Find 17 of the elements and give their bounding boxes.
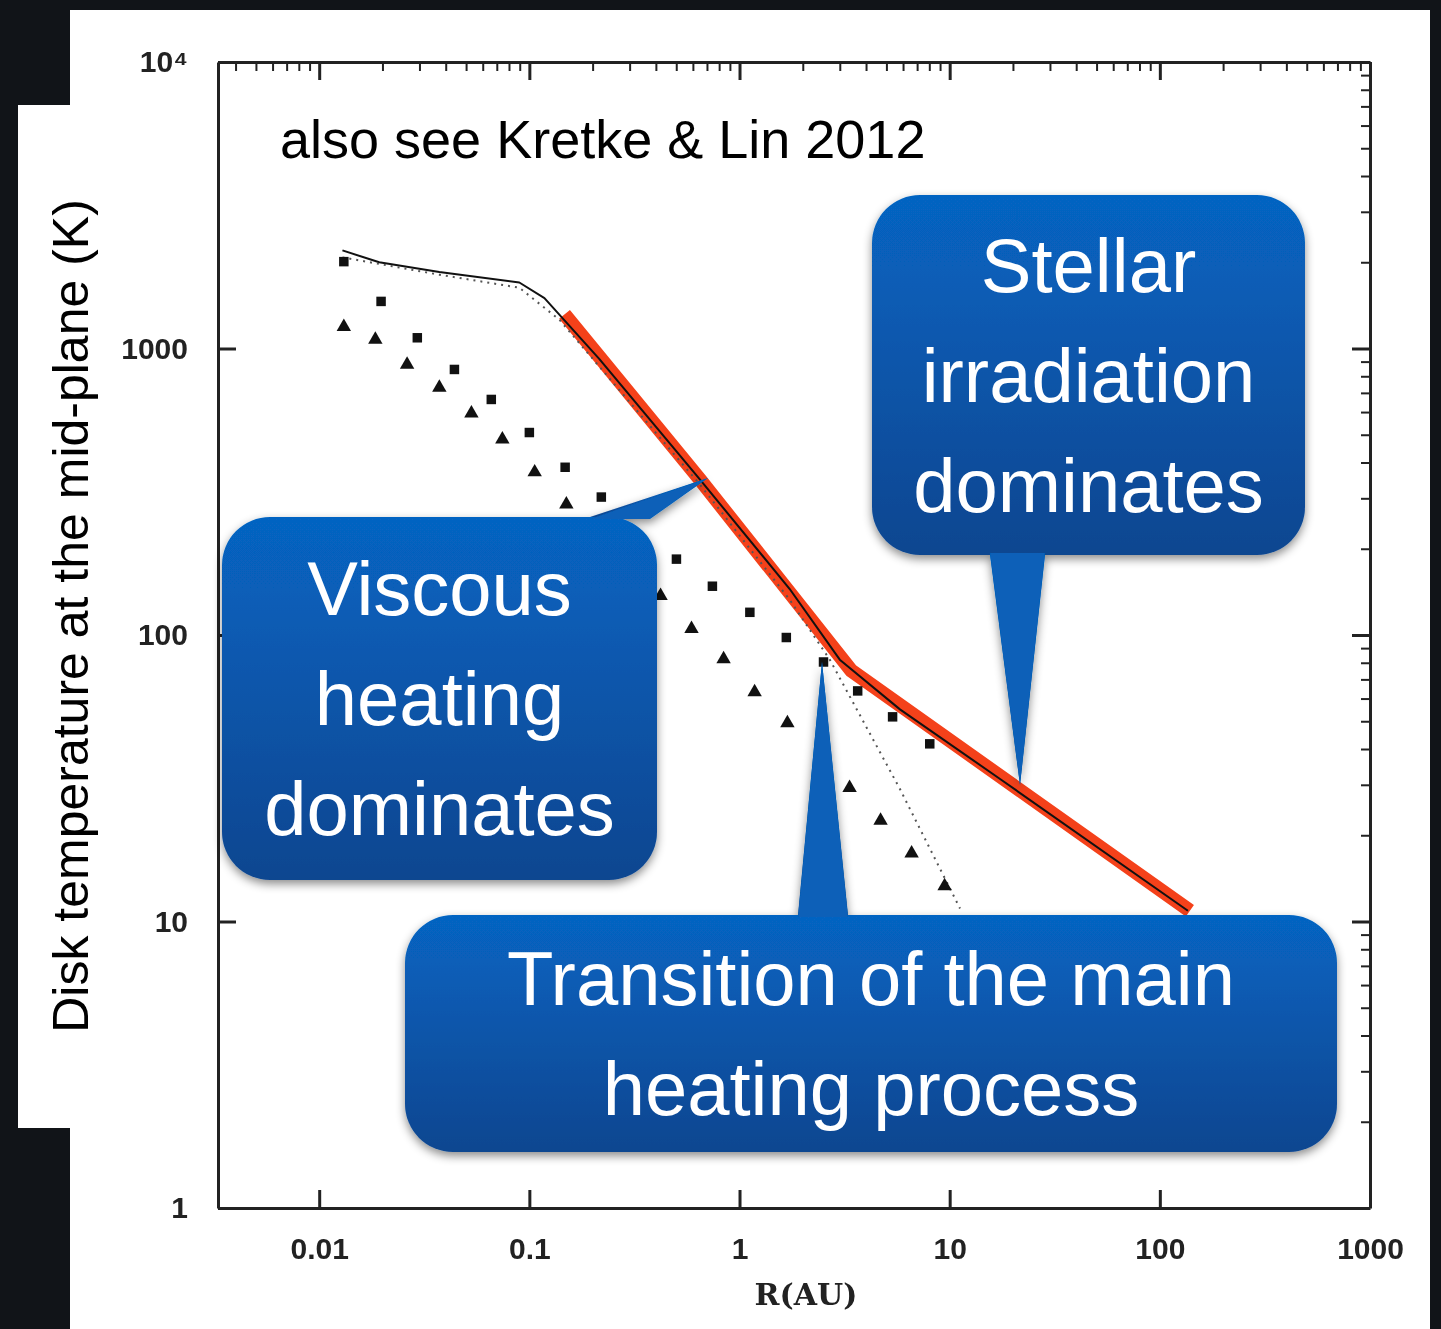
x-tick-label: 0.01 xyxy=(290,1232,349,1266)
x-tick-label: 100 xyxy=(1135,1232,1186,1266)
x-axis-title: R(AU) xyxy=(754,1277,858,1312)
annotation: also see Kretke & Lin 2012 xyxy=(280,109,926,169)
x-tick-label: 10 xyxy=(933,1232,967,1266)
y-tick-label: 1 xyxy=(171,1191,188,1225)
y-tick-label: 1000 xyxy=(121,331,188,365)
annotation: Stellar irradiation dominates xyxy=(913,222,1264,528)
y-tick-label: 10⁴ xyxy=(139,45,188,79)
x-tick-label: 1000 xyxy=(1337,1232,1404,1266)
annotation: Viscous heating dominates xyxy=(264,546,615,852)
annotation: Transition of the main heating process xyxy=(507,936,1235,1132)
x-tick-label: 1 xyxy=(731,1232,749,1266)
x-tick-label: 0.1 xyxy=(508,1232,551,1266)
y-tick-label: 10 xyxy=(154,904,188,938)
y-axis-title: Disk temperature at the mid-plane (K) xyxy=(43,199,99,1033)
y-tick-label: 100 xyxy=(137,618,188,652)
